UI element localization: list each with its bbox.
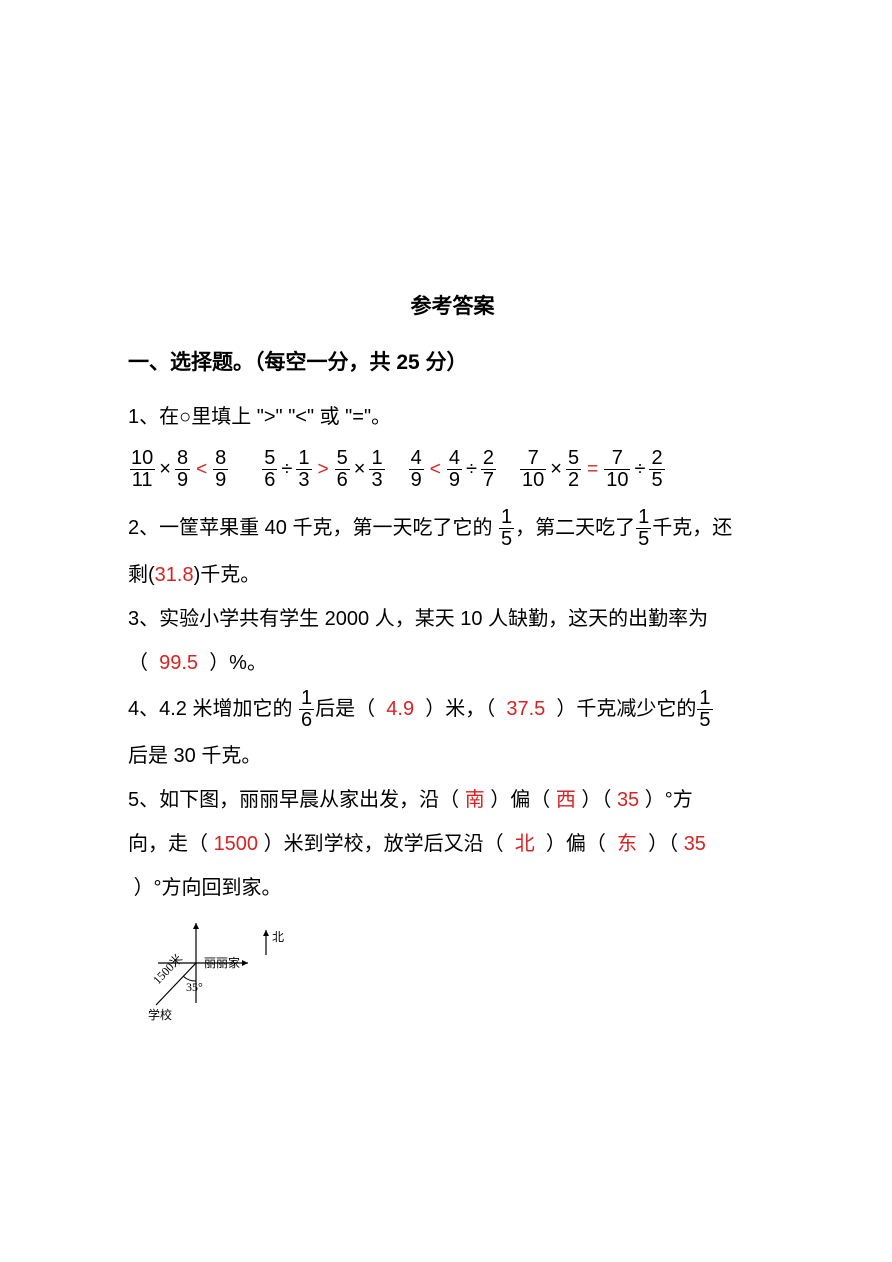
fraction: 710 <box>604 448 630 491</box>
q2-line2: 剩(31.8)千克。 <box>128 556 777 594</box>
answer: 37.5 <box>506 698 545 720</box>
fraction: 15 <box>499 507 514 550</box>
fraction: 56 <box>262 448 277 491</box>
answer: 东 <box>617 833 637 855</box>
answer: 99.5 <box>159 652 198 674</box>
fraction: 13 <box>296 448 311 491</box>
q3-text: ）%。 <box>209 652 267 674</box>
q5-text: ）偏（ <box>546 833 606 855</box>
home-label: 丽丽家 <box>204 955 240 970</box>
fraction: 27 <box>481 448 496 491</box>
q2-text: ，第二天吃了 <box>515 517 635 539</box>
q2-text: 剩( <box>128 564 155 586</box>
answer: 35 <box>617 789 639 811</box>
q3-line1: 3、实验小学共有学生 2000 人，某天 10 人缺勤，这天的出勤率为 <box>128 600 777 638</box>
direction-diagram: 北 丽丽家 35° 1500米 学校 <box>148 915 777 1025</box>
answer: 4.9 <box>386 698 414 720</box>
q1-item-4: 710 × 52 = 710 ÷ 25 <box>519 448 666 491</box>
q1-stem: 1、在○里填上 ">" "<" 或 "="。 <box>128 398 777 436</box>
op-divide: ÷ <box>281 458 292 481</box>
q5-text: ）（ <box>581 789 611 811</box>
fraction: 16 <box>299 688 314 731</box>
q5-text: 5、如下图，丽丽早晨从家出发，沿（ <box>128 789 459 811</box>
distance-label: 1500米 <box>150 951 185 987</box>
school-label: 学校 <box>148 1007 172 1022</box>
op-multiply: × <box>159 458 171 481</box>
fraction: 52 <box>566 448 581 491</box>
comparator: < <box>196 459 207 481</box>
q4-line2: 后是 30 千克。 <box>128 737 777 775</box>
fraction: 15 <box>636 507 651 550</box>
op-multiply: × <box>354 458 366 481</box>
q2-text: 2、一筐苹果重 40 千克，第一天吃了它的 <box>128 517 492 539</box>
q5-line2: 向，走（ 1500 ）米到学校，放学后又沿（ 北 ）偏（ 东 ）（ 35 <box>128 825 777 863</box>
q5-line3: ）°方向回到家。 <box>128 869 777 907</box>
answer: 35 <box>684 833 706 855</box>
q1-equations: 1011 × 89 < 89 56 ÷ 13 > 56 × 13 49 < 49… <box>128 448 777 491</box>
comparator: < <box>430 459 441 481</box>
fraction: 49 <box>409 448 424 491</box>
answer: 北 <box>515 833 535 855</box>
q1-item-1: 1011 × 89 < 89 <box>128 448 229 491</box>
answer: 31.8 <box>155 564 194 586</box>
fraction: 1011 <box>129 448 155 491</box>
fraction: 15 <box>697 688 712 731</box>
page: 参考答案 一、选择题。（每空一分，共 25 分） 1、在○里填上 ">" "<"… <box>0 0 892 1262</box>
answer: 西 <box>556 789 576 811</box>
comparator: = <box>587 459 598 481</box>
fraction: 56 <box>335 448 350 491</box>
q5-line1: 5、如下图，丽丽早晨从家出发，沿（ 南 ）偏（ 西 ）（ 35 ）°方 <box>128 781 777 819</box>
q3-text: （ <box>128 652 148 674</box>
op-multiply: × <box>550 458 562 481</box>
angle-label: 35° <box>186 980 203 994</box>
q4-text: ）米，（ <box>425 698 495 720</box>
section-heading: 一、选择题。（每空一分，共 25 分） <box>128 346 777 376</box>
q2-line1: 2、一筐苹果重 40 千克，第一天吃了它的 15，第二天吃了15千克，还 <box>128 507 777 550</box>
fraction: 89 <box>175 448 190 491</box>
q5-text: 向，走（ <box>128 833 208 855</box>
q2-text: 千克，还 <box>652 517 732 539</box>
q1-item-2: 56 ÷ 13 > 56 × 13 <box>261 448 385 491</box>
q4-text: 后是（ <box>315 698 375 720</box>
comparator: > <box>318 459 329 481</box>
page-title: 参考答案 <box>128 290 777 320</box>
fraction: 49 <box>447 448 462 491</box>
q1-item-3: 49 < 49 ÷ 27 <box>408 448 497 491</box>
north-label: 北 <box>272 930 284 944</box>
q5-text: ）（ <box>648 833 678 855</box>
op-divide: ÷ <box>634 458 645 481</box>
answer: 南 <box>465 789 485 811</box>
q3-line2: （ 99.5 ）%。 <box>128 644 777 682</box>
q4-line1: 4、4.2 米增加它的 16后是（ 4.9 ）米，（ 37.5 ）千克减少它的1… <box>128 688 777 731</box>
answer: 1500 <box>214 833 259 855</box>
q4-text: ）千克减少它的 <box>556 698 696 720</box>
q5-text: ）°方 <box>645 789 693 811</box>
fraction: 13 <box>369 448 384 491</box>
op-divide: ÷ <box>466 458 477 481</box>
q5-text: ）偏（ <box>490 789 550 811</box>
q5-text: ）°方向回到家。 <box>134 877 282 899</box>
fraction: 710 <box>520 448 546 491</box>
fraction: 89 <box>213 448 228 491</box>
q4-text: 4、4.2 米增加它的 <box>128 698 292 720</box>
q2-text: )千克。 <box>194 564 261 586</box>
q5-text: ）米到学校，放学后又沿（ <box>264 833 504 855</box>
fraction: 25 <box>649 448 664 491</box>
